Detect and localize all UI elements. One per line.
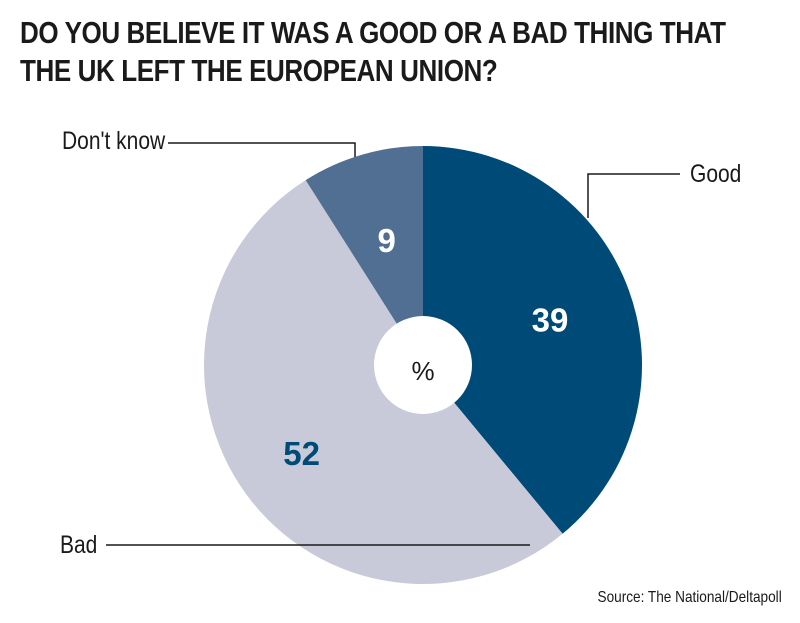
source-note: Source: The National/Deltapoll <box>597 589 782 606</box>
chart-title: DO YOU BELIEVE IT WAS A GOOD OR A BAD TH… <box>20 15 726 88</box>
leader-lines <box>106 142 680 546</box>
leader-line-good <box>587 173 680 218</box>
value-labels: 39 52 9 <box>283 222 568 472</box>
value-label-don-t-know: 9 <box>378 222 396 259</box>
center-hole <box>374 316 472 414</box>
value-label-good: 39 <box>532 301 569 338</box>
category-label-good: Good <box>690 159 741 187</box>
leader-line-don-t-know <box>168 142 356 157</box>
category-labels: Good Bad Don't know <box>60 126 741 558</box>
pie-slice-good <box>423 146 642 534</box>
category-label-don-t-know: Don't know <box>62 126 165 154</box>
category-label-bad: Bad <box>60 530 97 558</box>
pie-slice-don-t-know <box>305 146 423 365</box>
center-percent-label: % <box>411 356 434 386</box>
value-label-bad: 52 <box>283 435 320 472</box>
